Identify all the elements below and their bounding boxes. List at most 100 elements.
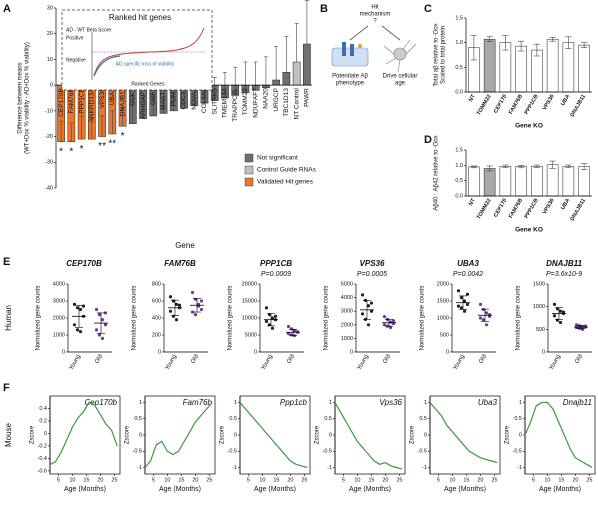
x-tick-label: FAM76B <box>508 198 524 220</box>
legend-swatch <box>244 153 254 163</box>
x-tick-label: Old <box>382 354 392 365</box>
y-tick-label: -1 <box>327 465 332 471</box>
x-tick-label: ARHGAP1 <box>140 88 147 119</box>
y-tick-label: -10 <box>45 108 53 114</box>
inset-xlabel: Ranked Genes <box>131 81 165 87</box>
x-tick-label: 5 <box>437 477 440 483</box>
x-tick-label: Young <box>452 354 466 372</box>
plot-frame <box>239 395 311 475</box>
panel-label: A <box>3 3 11 15</box>
y-tick-label: 0.5 <box>134 416 142 422</box>
dot <box>478 316 483 320</box>
x-axis-label: Age (Months) <box>349 486 391 493</box>
x-tick-label: 10 <box>544 477 550 483</box>
x-tick-label: NDUFAF7 <box>252 88 259 118</box>
dot <box>286 324 291 329</box>
bar <box>468 166 480 197</box>
y-tick-label: -0.5 <box>228 449 237 455</box>
y-tick-label: 0.5 <box>419 416 427 422</box>
dot <box>289 333 294 337</box>
cell-icon <box>331 42 369 67</box>
y-tick-label: 0 <box>254 349 257 355</box>
dot <box>270 326 275 330</box>
dot <box>103 311 108 315</box>
y-tick-label: 500 <box>536 327 545 333</box>
x-tick-label: NT <box>468 197 477 207</box>
trend-line <box>49 401 118 466</box>
dot <box>391 319 396 323</box>
y-tick-label: -0.5 <box>418 449 427 455</box>
chart-title: DNAJB11 <box>546 259 582 268</box>
y-tick-label: 0 <box>50 83 53 89</box>
dot <box>289 327 294 331</box>
dot <box>481 318 486 322</box>
trend-line <box>239 402 308 469</box>
plot-frame <box>49 395 121 475</box>
x-tick-label: COL6A6 <box>201 88 208 113</box>
inset-label: Negative <box>66 57 86 63</box>
x-tick-label: Young <box>356 354 370 372</box>
row-label: Mouse <box>4 422 13 447</box>
y-tick-label: 0.2 <box>39 418 47 424</box>
chart-title: Uba3 <box>478 398 498 407</box>
dot <box>264 319 269 323</box>
dot <box>273 314 278 318</box>
inset: Ranked hit genes AD - WT Beta Score Posi… <box>61 9 213 91</box>
x-tick-label: 5 <box>57 477 60 483</box>
x-tick-label: 10 <box>449 477 455 483</box>
y-tick-label: 4000 <box>53 281 65 287</box>
y-tick-label: -40 <box>45 185 53 191</box>
bar <box>531 166 543 197</box>
x-tick-label: 5 <box>342 477 345 483</box>
x-tick-label: FAM76B <box>508 94 524 116</box>
x-tick-label: Young <box>548 354 562 372</box>
row-label: Human <box>4 305 13 331</box>
y-tick-label: 1.5 <box>455 15 463 21</box>
dot <box>199 307 204 312</box>
p-value: P=3.6x10-9 <box>546 271 582 278</box>
y-tick-label: -0.5 <box>513 449 522 455</box>
dot <box>264 306 269 310</box>
dot <box>391 321 396 326</box>
panel-label: E <box>3 256 10 268</box>
y-tick-label: 0.5 <box>324 416 332 422</box>
bar <box>578 44 590 93</box>
x-tick-label: DNAJB11 <box>119 88 126 116</box>
x-tick-label: UBA3 <box>109 88 116 105</box>
annotation: ** <box>98 141 106 152</box>
x-axis-label: Gene <box>175 241 195 250</box>
x-tick-label: 25 <box>301 477 307 483</box>
inset-label: Positive <box>66 35 84 41</box>
x-tick-label: PUM1 <box>170 88 177 106</box>
x-tick-label: DNAJB11 <box>570 198 588 222</box>
x-tick-label: 10 <box>354 477 360 483</box>
x-tick-label: 20 <box>97 477 103 483</box>
dot <box>292 329 297 333</box>
y-tick-label: 200 <box>152 332 161 338</box>
chart-title: VPS36 <box>360 259 385 268</box>
bar <box>531 49 543 93</box>
y-tick-label: 0 <box>519 432 522 438</box>
dot <box>462 299 467 303</box>
x-tick-label: Young <box>164 354 178 372</box>
dot <box>100 336 105 340</box>
dot <box>555 307 560 311</box>
y-tick-label: 5000 <box>341 281 353 287</box>
y-tick-label: 20 <box>47 31 53 37</box>
inset-title: Ranked hit genes <box>109 13 171 22</box>
dot <box>459 306 464 310</box>
y-tick-label: 3000 <box>341 309 353 315</box>
y-axis-label: Normalized gene counts <box>132 286 138 351</box>
question: Hit <box>371 5 379 11</box>
y-tick-label: -30 <box>45 160 53 166</box>
x-tick-label: 20 <box>192 477 198 483</box>
y-tick-label: -1 <box>517 465 522 471</box>
inset-note: AD specific loss of viability <box>116 61 175 67</box>
trend-line <box>429 402 498 464</box>
x-axis-label: Age (Months) <box>159 486 201 493</box>
y-axis-label: Aβ40 : Aβ42 relative to -Dox <box>434 135 440 210</box>
x-tick-label: 15 <box>273 477 279 483</box>
dot <box>78 330 83 334</box>
y-tick-label: -1 <box>422 465 427 471</box>
y-axis-label: Normalized gene counts <box>420 286 426 351</box>
